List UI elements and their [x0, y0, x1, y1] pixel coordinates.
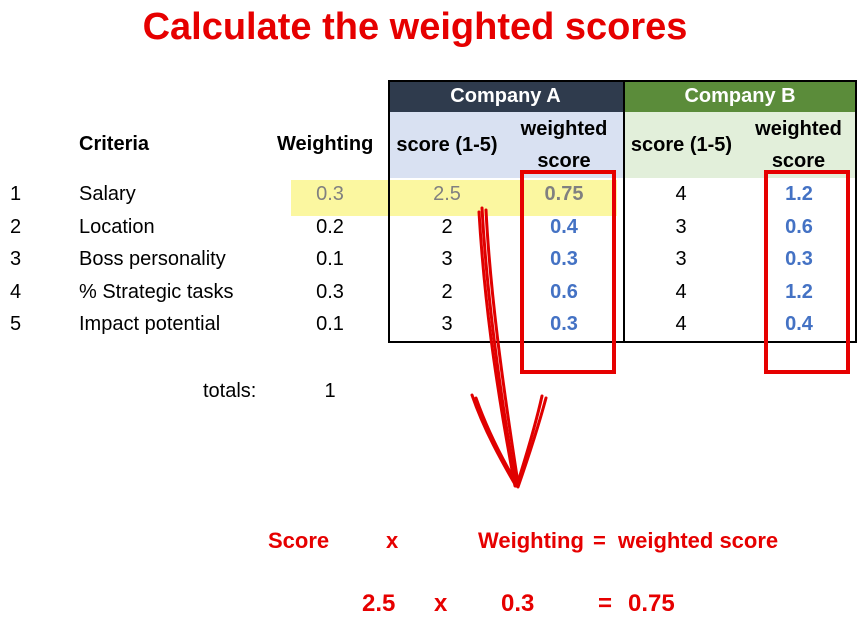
example-equals-sign: = — [598, 590, 613, 617]
page-title: Calculate the weighted scores — [142, 6, 688, 48]
formula-weighting-label: Weighting — [478, 528, 584, 553]
criterion-label: Boss personality — [79, 248, 226, 270]
company-b-weighted: 0.3 — [785, 248, 813, 270]
row-number: 2 — [10, 216, 22, 238]
company-b-score: 4 — [675, 313, 687, 335]
example-score: 2.5 — [362, 590, 396, 617]
example-times-sign: x — [434, 590, 448, 617]
weight-value: 0.1 — [316, 313, 344, 335]
company-b-score: 4 — [675, 183, 687, 205]
company-a-weighted: 0.3 — [550, 313, 578, 335]
weight-value: 0.3 — [316, 183, 344, 205]
criterion-label: Impact potential — [79, 313, 221, 335]
company-a-weighted: 0.4 — [550, 216, 578, 238]
company-b-weighted: 1.2 — [785, 281, 813, 303]
company-b-score: 3 — [675, 248, 687, 270]
criterion-label: Salary — [79, 183, 136, 205]
company-b-weighted-header-line1: weighted — [755, 118, 842, 140]
company-a-weighted: 0.75 — [544, 183, 584, 205]
company-b-weighted-highlight-box — [764, 170, 850, 374]
formula-weighted-score-label: weighted score — [618, 528, 779, 553]
company-a-header: Company A — [388, 80, 623, 112]
totals-value: 1 — [324, 380, 336, 402]
company-b-weighted: 0.6 — [785, 216, 813, 238]
company-a-subheader-bg — [388, 112, 623, 178]
company-a-weighted: 0.6 — [550, 281, 578, 303]
arrow-down-icon — [470, 206, 548, 489]
company-a-weighted-header-line2: score — [537, 150, 591, 172]
company-a-score-header: score (1-5) — [396, 134, 498, 156]
row-number: 1 — [10, 183, 22, 205]
row-number: 5 — [10, 313, 22, 335]
company-b-subheader-bg — [623, 112, 857, 178]
company-a-frame — [388, 80, 625, 343]
criterion-label: % Strategic tasks — [79, 281, 234, 303]
weighting-header: Weighting — [277, 133, 374, 155]
row-highlight — [291, 180, 617, 216]
criteria-header: Criteria — [79, 133, 150, 155]
company-a-weighted-header-line1: weighted — [520, 118, 608, 140]
weight-value: 0.2 — [316, 216, 344, 238]
totals-label: totals: — [203, 380, 257, 402]
row-number: 4 — [10, 281, 22, 303]
company-a-score: 2.5 — [433, 183, 461, 205]
weight-value: 0.1 — [316, 248, 344, 270]
formula-score-label: Score — [268, 528, 330, 553]
company-a-score: 2 — [441, 216, 453, 238]
company-b-weighted: 1.2 — [785, 183, 813, 205]
row-number: 3 — [10, 248, 22, 270]
company-b-weighted-header-line2: score — [771, 150, 826, 172]
company-a-score: 3 — [441, 313, 453, 335]
example-weight: 0.3 — [501, 590, 535, 617]
company-a-weighted-highlight-box — [520, 170, 616, 374]
company-a-score: 2 — [441, 281, 453, 303]
company-b-header: Company B — [623, 80, 857, 112]
formula-equals-sign: = — [593, 528, 606, 553]
company-b-score-header: score (1-5) — [630, 134, 733, 156]
company-b-score: 3 — [675, 216, 687, 238]
criterion-label: Location — [79, 216, 155, 238]
company-a-weighted: 0.3 — [550, 248, 578, 270]
example-result: 0.75 — [628, 590, 675, 617]
company-a-score: 3 — [441, 248, 453, 270]
weight-value: 0.3 — [316, 281, 344, 303]
company-b-score: 4 — [675, 281, 687, 303]
formula-times-sign: x — [386, 528, 399, 553]
company-b-weighted: 0.4 — [785, 313, 813, 335]
company-b-frame — [621, 80, 857, 343]
